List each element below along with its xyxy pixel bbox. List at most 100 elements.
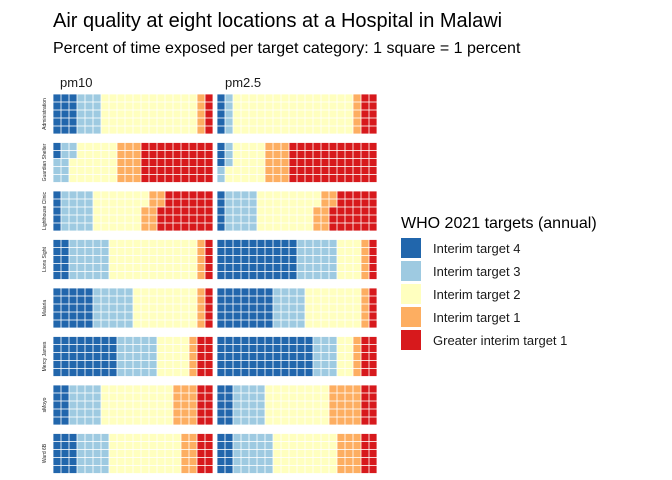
waffle-square (197, 247, 205, 256)
waffle-square (93, 142, 101, 151)
waffle-square (249, 126, 257, 134)
waffle-square (217, 449, 225, 458)
waffle-square (61, 271, 69, 280)
waffle-square (101, 142, 109, 151)
waffle-lighthouse-clinic-pm2-5 (217, 191, 377, 231)
waffle-square (125, 158, 133, 167)
waffle-square (93, 465, 101, 474)
waffle-square (205, 457, 213, 466)
waffle-square (249, 441, 257, 450)
waffle-square (225, 465, 233, 474)
waffle-square (165, 368, 173, 377)
waffle-square (225, 166, 233, 175)
waffle-square (345, 344, 353, 353)
waffle-square (189, 110, 197, 118)
waffle-square (181, 191, 189, 199)
waffle-square (77, 247, 85, 256)
waffle-square (297, 457, 305, 466)
waffle-square (241, 320, 249, 328)
waffle-square (157, 174, 165, 183)
waffle-smoyo-pm2-5 (217, 385, 377, 425)
waffle-square (305, 457, 313, 466)
waffle-square (77, 465, 85, 474)
waffle-square (321, 247, 329, 256)
waffle-square (141, 263, 149, 272)
waffle-square (329, 94, 337, 102)
waffle-square (313, 255, 321, 264)
waffle-square (157, 417, 165, 425)
waffle-square (205, 360, 213, 369)
waffle-square (101, 368, 109, 377)
waffle-square (133, 255, 141, 264)
waffle-square (369, 150, 377, 159)
waffle-square (133, 199, 141, 207)
waffle-square (77, 263, 85, 272)
waffle-square (313, 312, 321, 320)
waffle-square (149, 271, 157, 280)
facet-label-pm10: pm10 (60, 75, 93, 90)
waffle-square (225, 223, 233, 231)
waffle-square (329, 191, 337, 199)
waffle-square (265, 296, 273, 304)
waffle-square (165, 207, 173, 215)
waffle-square (173, 271, 181, 280)
waffle-square (181, 142, 189, 151)
waffle-square (265, 304, 273, 312)
waffle-square (337, 158, 345, 167)
waffle-square (69, 352, 77, 361)
waffle-square (61, 441, 69, 450)
waffle-square (205, 263, 213, 272)
waffle-square (337, 110, 345, 118)
waffle-square (329, 223, 337, 231)
waffle-square (205, 417, 213, 425)
waffle-square (141, 304, 149, 312)
waffle-square (189, 449, 197, 458)
waffle-square (321, 417, 329, 425)
waffle-square (257, 393, 265, 401)
waffle-square (289, 352, 297, 361)
waffle-square (157, 320, 165, 328)
waffle-square (117, 441, 125, 450)
waffle-square (289, 110, 297, 118)
waffle-square (69, 166, 77, 175)
waffle-square (361, 263, 369, 272)
waffle-square (265, 239, 273, 248)
waffle-square (189, 304, 197, 312)
waffle-square (273, 263, 281, 272)
waffle-square (321, 360, 329, 369)
waffle-square (321, 263, 329, 272)
waffle-square (69, 449, 77, 458)
waffle-square (61, 457, 69, 466)
waffle-square (205, 344, 213, 353)
waffle-square (217, 239, 225, 248)
waffle-square (53, 199, 61, 207)
waffle-square (345, 239, 353, 248)
waffle-square (289, 215, 297, 223)
waffle-square (217, 142, 225, 151)
waffle-square (189, 191, 197, 199)
waffle-square (241, 312, 249, 320)
waffle-square (297, 199, 305, 207)
waffle-square (181, 271, 189, 280)
waffle-square (233, 457, 241, 466)
waffle-square (225, 215, 233, 223)
waffle-square (361, 255, 369, 264)
waffle-square (321, 174, 329, 183)
waffle-square (173, 223, 181, 231)
waffle-square (297, 449, 305, 458)
waffle-square (273, 320, 281, 328)
waffle-square (217, 409, 225, 417)
waffle-square (281, 263, 289, 272)
waffle-square (117, 288, 125, 296)
waffle-square (369, 288, 377, 296)
waffle-square (313, 271, 321, 280)
waffle-square (141, 126, 149, 134)
waffle-square (125, 441, 133, 450)
waffle-square (361, 296, 369, 304)
waffle-square (165, 385, 173, 393)
waffle-square (149, 457, 157, 466)
waffle-square (281, 239, 289, 248)
waffle-square (149, 344, 157, 353)
waffle-square (109, 199, 117, 207)
